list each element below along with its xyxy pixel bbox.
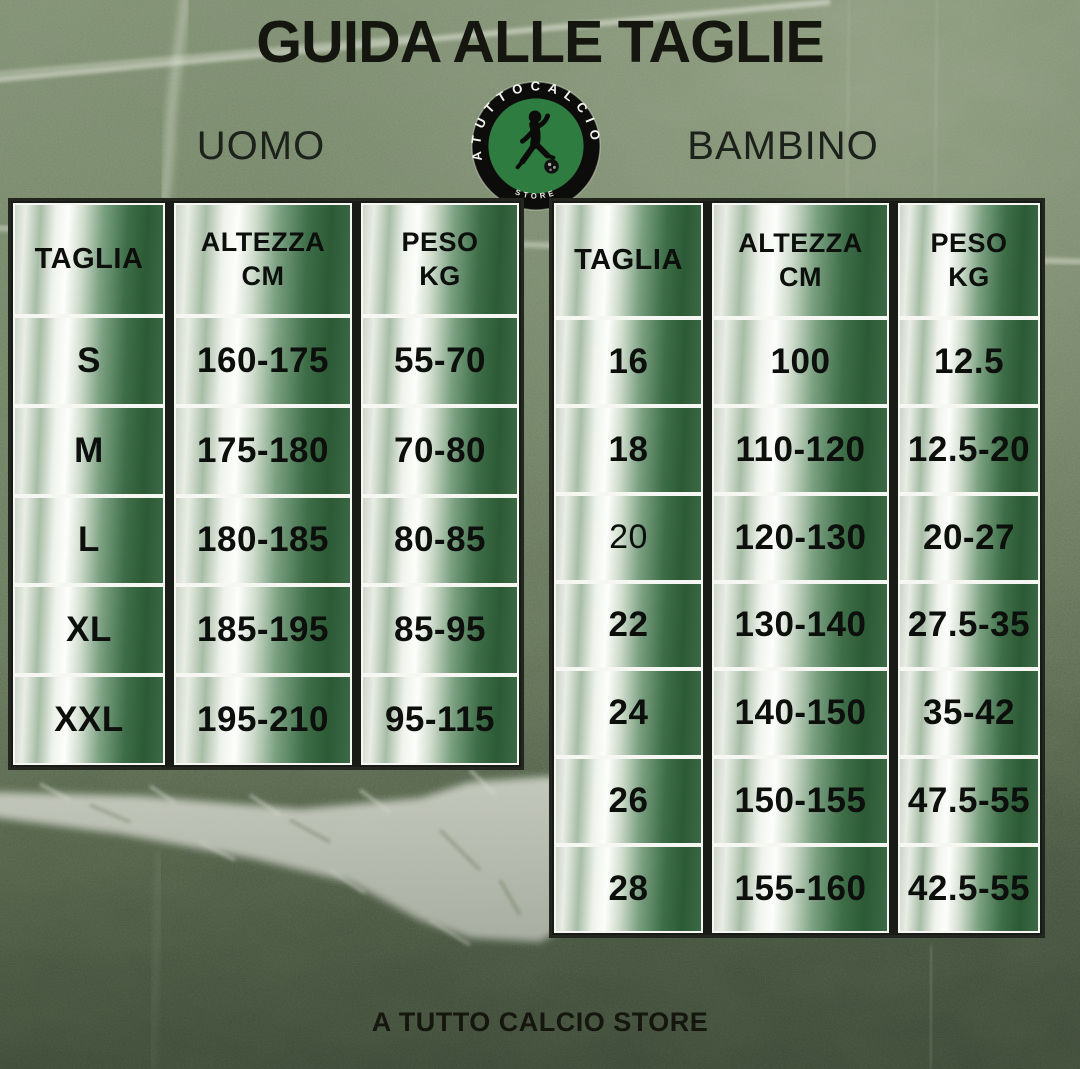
- uomo-height-cell: 195-210: [174, 675, 352, 765]
- bambino-header-taglia: TAGLIA: [554, 203, 703, 318]
- bambino-header-peso: PESO KG: [898, 203, 1040, 318]
- uomo-size-cell: XL: [13, 585, 165, 676]
- bambino-height-cell: 120-130: [712, 493, 889, 582]
- bambino-height-cell: 155-160: [712, 845, 889, 933]
- header-label-line2: KG: [948, 261, 990, 292]
- bambino-weight-cell: 42.5-55: [898, 845, 1040, 933]
- bambino-height-cell: 130-140: [712, 581, 889, 670]
- header-label-line1: ALTEZZA: [738, 227, 863, 258]
- soccer-ball-icon: [544, 159, 559, 174]
- uomo-weight-cell: 55-70: [361, 316, 519, 406]
- uomo-height-cell: 180-185: [174, 495, 352, 586]
- uomo-header-altezza: ALTEZZA CM: [174, 203, 352, 316]
- bambino-height-cell: 140-150: [712, 669, 889, 758]
- bambino-height-cell: 100: [712, 318, 889, 406]
- uomo-weight-cell: 95-115: [361, 675, 519, 765]
- bambino-weight-cell: 20-27: [898, 493, 1040, 582]
- uomo-size-table: TAGLIA ALTEZZA CM PESO KG S 160-175 55-70 …: [8, 198, 524, 770]
- bambino-header-altezza: ALTEZZA CM: [712, 203, 889, 318]
- soccer-player-icon: [515, 113, 556, 170]
- bambino-size-cell: 16: [554, 318, 703, 406]
- bambino-size-cell: 18: [554, 405, 703, 494]
- page-title: GUIDA ALLE TAGLIE: [256, 9, 825, 75]
- uomo-height-cell: 160-175: [174, 316, 352, 406]
- section-label-uomo: UOMO: [196, 124, 326, 168]
- uomo-header-peso: PESO KG: [361, 203, 519, 316]
- uomo-weight-cell: 85-95: [361, 585, 519, 676]
- bambino-size-cell: 26: [554, 757, 703, 846]
- uomo-weight-cell: 70-80: [361, 405, 519, 496]
- bambino-weight-cell: 35-42: [898, 669, 1040, 758]
- bambino-size-cell: 28: [554, 845, 703, 933]
- uomo-size-cell: M: [13, 405, 165, 496]
- bambino-size-table: TAGLIA ALTEZZA CM PESO KG 16 100 12.5 18 1…: [549, 198, 1045, 938]
- uomo-height-cell: 185-195: [174, 585, 352, 676]
- bambino-weight-cell: 12.5: [898, 318, 1040, 406]
- header-label-line1: PESO: [930, 227, 1008, 258]
- store-logo: ATUTTOCALCIO STORE: [468, 78, 604, 214]
- bambino-weight-cell: 12.5-20: [898, 405, 1040, 494]
- bambino-size-cell: 24: [554, 669, 703, 758]
- header-label-line2: CM: [779, 261, 822, 292]
- bambino-weight-cell: 27.5-35: [898, 581, 1040, 670]
- bambino-height-cell: 110-120: [712, 405, 889, 494]
- bambino-weight-cell: 47.5-55: [898, 757, 1040, 846]
- bambino-size-cell: 22: [554, 581, 703, 670]
- header-label-line1: PESO: [401, 226, 479, 257]
- header-label: TAGLIA: [34, 243, 144, 276]
- uomo-height-cell: 175-180: [174, 405, 352, 496]
- player-head: [528, 110, 542, 124]
- store-logo-badge: ATUTTOCALCIO STORE: [468, 78, 601, 211]
- header-label-line1: ALTEZZA: [200, 226, 326, 257]
- bambino-height-cell: 150-155: [712, 757, 889, 846]
- uomo-header-taglia: TAGLIA: [13, 203, 165, 316]
- uomo-weight-cell: 80-85: [361, 495, 519, 586]
- section-label-bambino: BAMBINO: [687, 124, 879, 168]
- logo-ring-text-bottom: STORE: [514, 188, 558, 201]
- uomo-size-cell: L: [13, 495, 165, 586]
- uomo-size-cell: S: [13, 316, 165, 406]
- header-label-line2: KG: [419, 260, 461, 291]
- store-name-footer: A TUTTO CALCIO STORE: [371, 1007, 709, 1037]
- header-label-line2: CM: [241, 260, 285, 291]
- uomo-size-cell: XXL: [13, 675, 165, 765]
- header-label: TAGLIA: [574, 244, 683, 277]
- bambino-size-cell: 20: [554, 493, 703, 582]
